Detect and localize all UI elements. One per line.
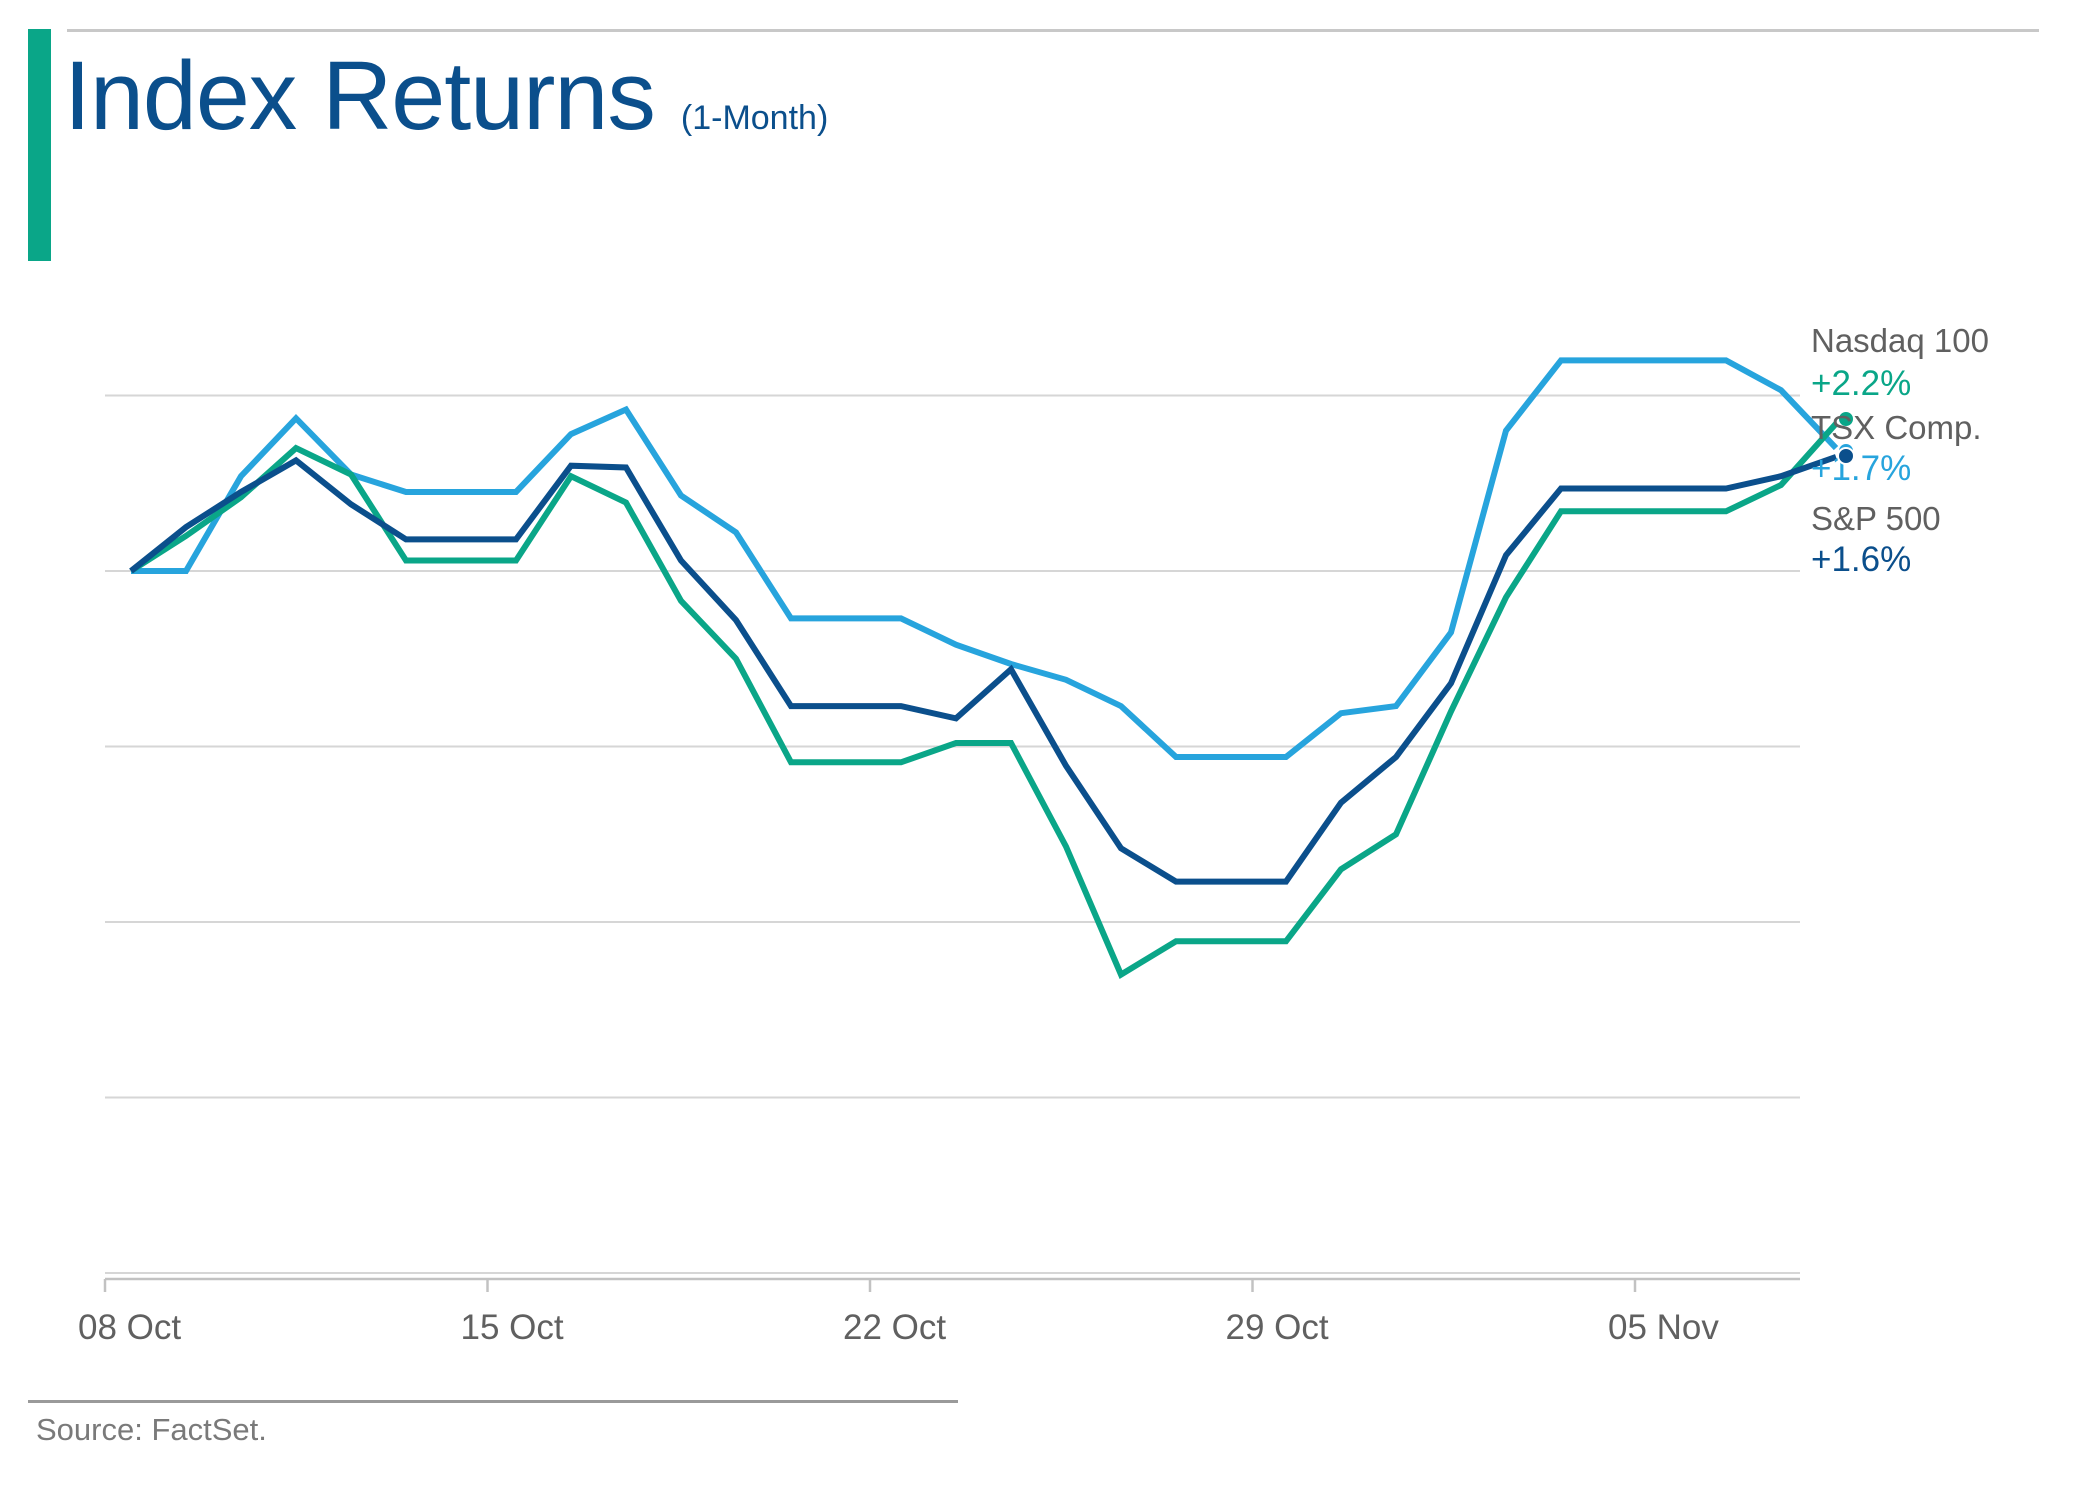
series-line: [129, 421, 1839, 979]
source-rule: [28, 1400, 958, 1403]
series-name-label: S&P 500: [1811, 500, 1941, 537]
top-rule: [67, 29, 2039, 32]
end-labels: Nasdaq 100 +2.2% TSX Comp.+1.7% S&P 500+1.6…: [1811, 322, 1989, 579]
x-tick-label: 29 Oct: [1226, 1308, 1329, 1347]
series-line: [129, 454, 1837, 885]
series-name-label: Nasdaq 100: [1811, 322, 1989, 359]
series-line: [131, 357, 1839, 760]
series-lines: [129, 357, 1839, 979]
chart-title: Index Returns (1-Month): [64, 40, 828, 152]
title-accent-bar: [28, 29, 51, 261]
x-axis: 08 Oct 15 Oct 22 Oct 29 Oct 05 Nov: [78, 1277, 1800, 1347]
x-tick-label: 22 Oct: [843, 1308, 946, 1347]
source-note: Source: FactSet.: [36, 1412, 267, 1447]
gridlines: [105, 394, 1800, 1274]
title-subtitle: (1-Month): [680, 99, 829, 137]
series-end-marker: [1837, 447, 1855, 465]
series-name-label: TSX Comp.: [1811, 409, 1982, 446]
series-end-marker: [1837, 410, 1855, 428]
x-tick-label: 05 Nov: [1608, 1308, 1719, 1347]
series-value-label: +1.6%: [1811, 540, 1911, 579]
series-value-label: +1.7%: [1811, 449, 1911, 488]
x-tick-label: 15 Oct: [461, 1308, 564, 1347]
title-main: Index Returns: [64, 41, 656, 150]
series-value-label: +2.2%: [1811, 364, 1911, 403]
x-tick-label: 08 Oct: [78, 1308, 181, 1347]
